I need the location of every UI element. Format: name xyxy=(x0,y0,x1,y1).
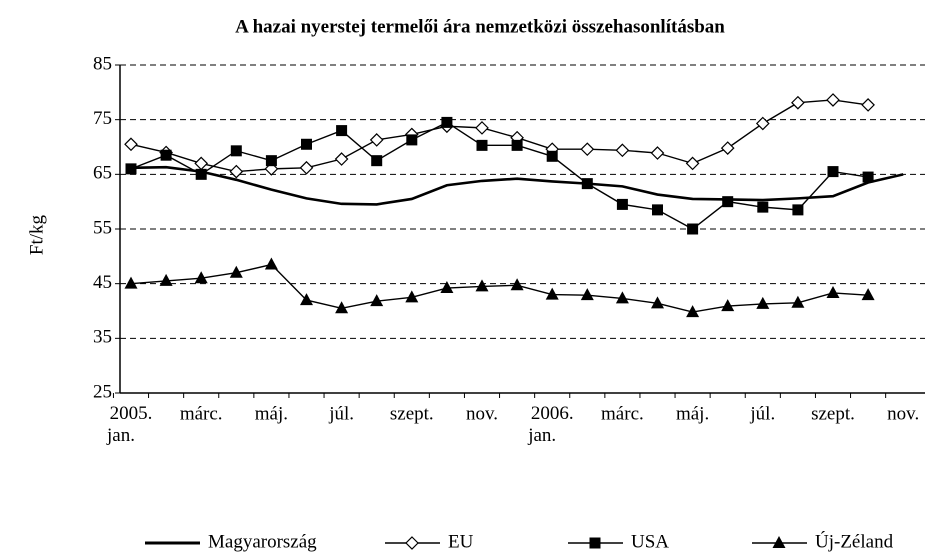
y-tick-label: 25 xyxy=(93,381,112,402)
point xyxy=(826,285,840,298)
point xyxy=(861,98,875,112)
point xyxy=(440,281,454,294)
point xyxy=(616,198,628,210)
point xyxy=(371,155,383,167)
x-tick-label: márc. xyxy=(180,403,223,424)
point xyxy=(756,296,770,309)
x-tick-label: szept. xyxy=(811,403,855,424)
point xyxy=(265,155,277,167)
point xyxy=(791,95,805,110)
point xyxy=(335,301,349,314)
y-tick-label: 65 xyxy=(93,163,112,184)
point xyxy=(264,257,278,270)
point xyxy=(511,139,523,151)
legend-marker xyxy=(405,536,419,550)
y-tick-label: 85 xyxy=(93,53,112,74)
point xyxy=(757,201,769,213)
point xyxy=(475,279,489,292)
point xyxy=(229,164,244,179)
point xyxy=(195,168,207,180)
point xyxy=(476,139,488,151)
point xyxy=(441,116,453,128)
y-axis-label: Ft/kg xyxy=(26,214,47,255)
x-tick-label: júl. xyxy=(749,403,775,424)
x-tick-label: márc. xyxy=(601,403,644,424)
point xyxy=(651,296,664,309)
series-line xyxy=(130,165,904,206)
point xyxy=(580,142,595,157)
point xyxy=(652,204,663,216)
point xyxy=(685,156,700,171)
point xyxy=(755,116,770,131)
point xyxy=(230,145,242,157)
point xyxy=(159,273,173,286)
point xyxy=(406,134,418,146)
legend-label: Magyarország xyxy=(208,531,317,552)
point xyxy=(615,143,630,158)
point xyxy=(299,160,314,175)
point xyxy=(510,278,524,291)
y-tick-label: 75 xyxy=(93,108,112,129)
legend-label: EU xyxy=(448,531,474,552)
point xyxy=(826,93,840,107)
point xyxy=(475,121,489,135)
point xyxy=(827,166,839,178)
point xyxy=(722,196,734,208)
point xyxy=(336,125,348,137)
point xyxy=(687,223,699,235)
point xyxy=(792,204,804,216)
series-line xyxy=(130,263,869,313)
point xyxy=(370,294,384,307)
point xyxy=(721,299,735,312)
y-tick-label: 35 xyxy=(93,327,112,348)
point xyxy=(194,271,208,284)
series-line xyxy=(130,99,869,173)
y-tick-label: 55 xyxy=(93,217,112,238)
x-tick-label: 2006. jan. xyxy=(527,403,573,446)
point xyxy=(124,276,138,289)
point xyxy=(301,138,312,150)
x-tick-label: nov. xyxy=(466,403,498,424)
legend-label: USA xyxy=(631,531,669,552)
point xyxy=(581,178,593,190)
x-tick-label: júl. xyxy=(328,403,354,424)
point xyxy=(160,149,172,161)
point xyxy=(862,171,874,183)
point xyxy=(125,163,137,175)
point xyxy=(229,265,243,278)
point xyxy=(300,293,313,306)
point xyxy=(615,291,629,304)
x-tick-label: nov. xyxy=(887,403,919,424)
point xyxy=(580,288,594,301)
point xyxy=(334,152,349,166)
point xyxy=(861,288,875,301)
legend-label: Új-Zéland xyxy=(815,530,894,552)
point xyxy=(686,305,700,318)
point xyxy=(546,150,558,162)
point xyxy=(650,146,665,160)
series-line xyxy=(130,121,869,230)
point xyxy=(545,287,559,300)
y-tick-label: 45 xyxy=(93,272,112,293)
legend-marker xyxy=(589,537,601,549)
point xyxy=(720,141,735,155)
point xyxy=(124,137,138,152)
point xyxy=(405,290,419,303)
x-tick-label: 2005. jan. xyxy=(106,403,152,446)
x-tick-label: máj. xyxy=(255,403,288,424)
x-tick-label: máj. xyxy=(676,403,709,424)
point xyxy=(369,133,384,147)
chart-title: A hazai nyerstej termelői ára nemzetközi… xyxy=(235,16,725,37)
x-tick-label: szept. xyxy=(390,403,434,424)
point xyxy=(194,156,209,171)
point xyxy=(791,295,805,308)
legend-marker xyxy=(772,536,786,548)
